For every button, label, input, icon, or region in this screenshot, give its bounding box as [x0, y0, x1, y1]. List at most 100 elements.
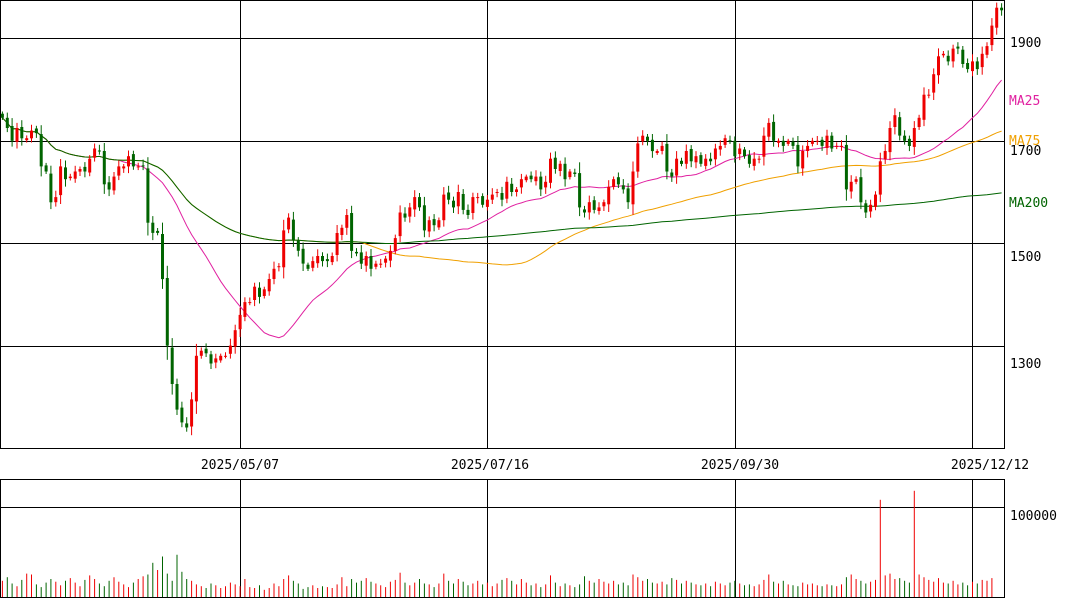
candle-body	[840, 145, 843, 147]
ma25-label: MA25	[1009, 94, 1040, 109]
candle-body	[854, 179, 858, 182]
candle-body	[694, 156, 698, 163]
candle-body	[864, 203, 868, 213]
candle-body	[345, 215, 349, 228]
candle-body	[228, 345, 232, 354]
candle-body	[946, 55, 950, 62]
candle-body	[752, 158, 756, 166]
candle-body	[772, 121, 776, 141]
candle-body	[141, 165, 145, 167]
candle-body	[917, 117, 921, 127]
candle-body	[127, 156, 130, 167]
candle-body	[500, 193, 504, 200]
candle-body	[102, 151, 106, 185]
candle-body	[883, 151, 887, 160]
ma200-label: MA200	[1009, 196, 1048, 211]
candle-body	[563, 163, 567, 180]
candle-body	[0, 113, 4, 118]
candle-body	[675, 158, 679, 176]
candle-body	[209, 354, 213, 364]
candle-body	[112, 176, 116, 191]
candle-body	[151, 222, 155, 233]
ma200-line	[2, 117, 1002, 244]
candle-body	[495, 192, 499, 193]
candle-body	[825, 135, 829, 148]
candle-body	[272, 268, 276, 279]
candle-body	[975, 61, 979, 70]
candle-body	[597, 207, 601, 211]
candle-body	[481, 196, 485, 205]
candlesticks	[0, 2, 1004, 436]
candle-body	[578, 173, 582, 208]
candle-body	[224, 355, 227, 357]
candle-body	[607, 186, 611, 205]
candle-body	[515, 189, 518, 192]
candle-body	[718, 145, 722, 150]
candle-body	[359, 252, 363, 264]
volume-bars	[1, 490, 993, 597]
candle-body	[922, 94, 926, 120]
candle-body	[937, 56, 940, 76]
candle-body	[25, 138, 29, 141]
candle-body	[684, 151, 688, 164]
candle-body	[233, 330, 237, 347]
candle-body	[927, 94, 931, 96]
candle-body	[747, 155, 751, 164]
candle-body	[350, 213, 354, 251]
candle-body	[413, 197, 417, 210]
candle-body	[287, 217, 291, 230]
candle-body	[796, 144, 800, 167]
price-tick-1700: 1700	[1010, 144, 1041, 159]
candle-body	[422, 205, 426, 231]
candle-body	[791, 141, 795, 146]
date-label-4: 2025/12/12	[951, 458, 1029, 473]
candle-body	[985, 46, 989, 55]
candle-body	[44, 165, 48, 172]
candle-body	[830, 135, 834, 149]
candle-body	[849, 181, 853, 192]
candle-body	[888, 128, 892, 153]
candle-body	[583, 209, 586, 213]
candle-body	[485, 199, 489, 207]
candle-body	[258, 287, 261, 297]
candle-body	[97, 150, 101, 152]
candle-body	[456, 192, 460, 207]
candle-body	[199, 350, 203, 356]
candle-body	[30, 130, 33, 139]
candle-body	[704, 158, 708, 166]
candle-body	[835, 145, 839, 147]
candle-body	[49, 173, 53, 203]
candle-body	[587, 202, 591, 213]
candle-body	[665, 143, 669, 172]
candle-body	[553, 157, 557, 169]
candle-body	[88, 158, 92, 173]
candle-body	[490, 194, 494, 200]
candle-body	[248, 302, 252, 304]
price-tick-1900: 1900	[1010, 36, 1041, 51]
candle-body	[641, 135, 645, 142]
candle-body	[408, 207, 412, 217]
candle-body	[447, 192, 451, 200]
candle-body	[660, 145, 664, 151]
date-label-2: 2025/07/16	[451, 458, 529, 473]
candle-body	[262, 289, 266, 296]
candle-body	[844, 144, 848, 190]
candle-body	[534, 176, 538, 182]
candle-body	[418, 197, 421, 208]
candle-body	[306, 264, 310, 269]
candle-body	[966, 63, 970, 70]
candle-body	[219, 355, 223, 361]
candle-body	[156, 230, 160, 233]
candle-body	[374, 263, 378, 267]
candle-body	[39, 134, 43, 167]
candle-body	[743, 149, 746, 157]
candle-body	[592, 200, 596, 210]
candle-body	[713, 148, 717, 160]
candle-body	[762, 135, 766, 157]
candle-body	[388, 250, 392, 261]
candle-body	[549, 158, 552, 183]
candle-body	[636, 143, 640, 172]
candle-body	[267, 279, 271, 292]
candle-body	[5, 117, 9, 128]
